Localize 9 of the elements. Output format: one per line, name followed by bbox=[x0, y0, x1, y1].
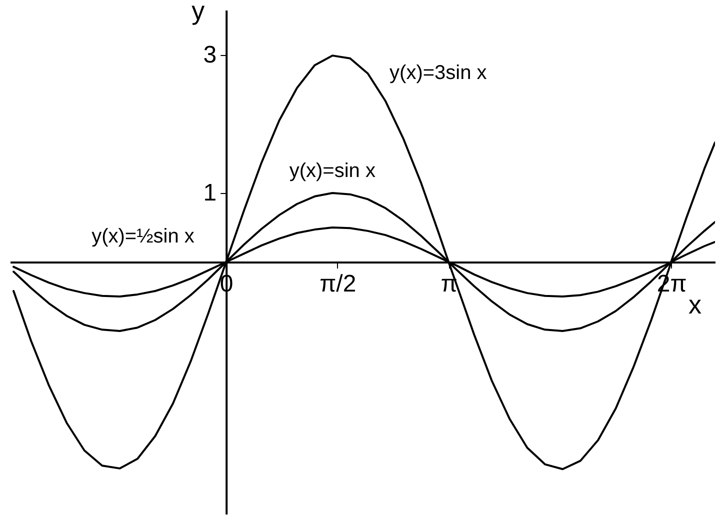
x-tick-label: π bbox=[440, 270, 458, 298]
x-axis-title: x bbox=[688, 290, 702, 320]
series-label: y(x)=3sin x bbox=[390, 62, 487, 84]
series-label: y(x)=½sin x bbox=[92, 225, 194, 248]
y-tick-label: 3 bbox=[203, 41, 217, 68]
y-axis-title: y bbox=[192, 0, 205, 26]
x-tick-label: π/2 bbox=[320, 270, 356, 298]
series-label: y(x)=sin x bbox=[289, 160, 376, 182]
y-tick-label: 1 bbox=[203, 179, 217, 206]
